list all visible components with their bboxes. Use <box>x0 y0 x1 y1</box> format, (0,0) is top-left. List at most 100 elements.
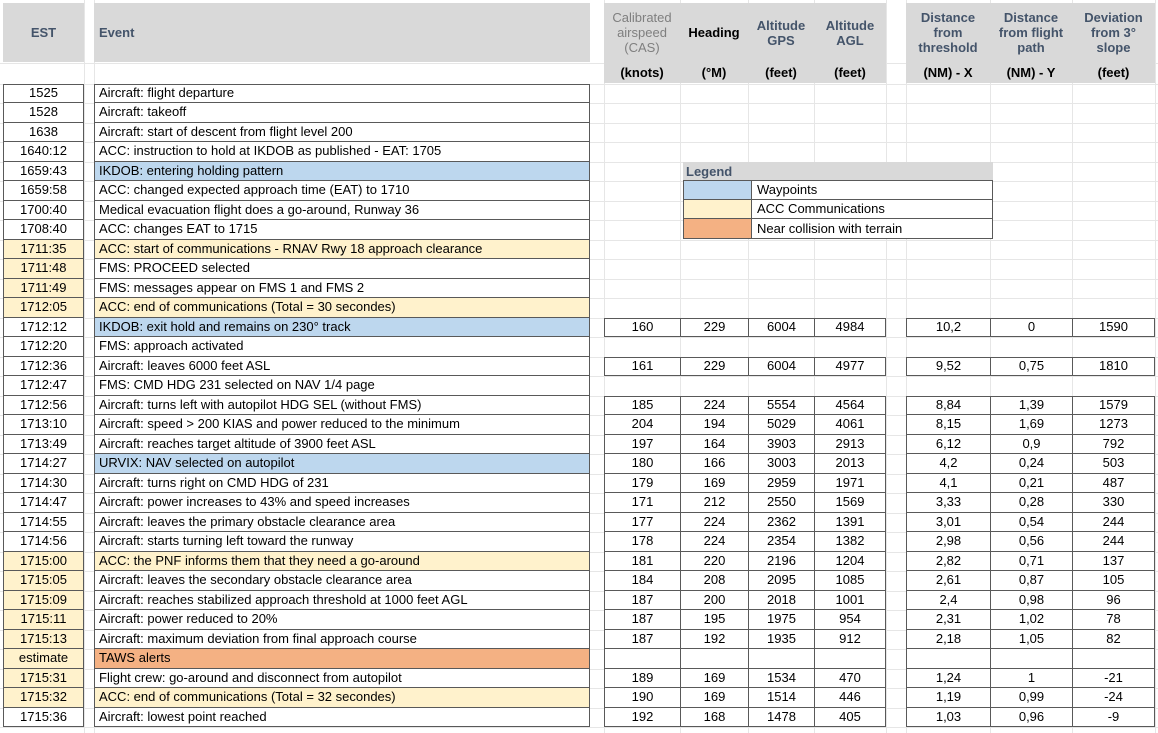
cas-cell[interactable]: 181 <box>604 551 680 571</box>
distance-flightpath-cell[interactable]: 1,05 <box>990 629 1072 649</box>
event-cell[interactable]: Aircraft: reaches target altitude of 390… <box>94 434 590 454</box>
distance-flightpath-cell[interactable]: 0,56 <box>990 532 1072 552</box>
altitude-agl-cell[interactable]: 1971 <box>814 473 886 493</box>
cas-cell[interactable]: 204 <box>604 415 680 435</box>
distance-flightpath-cell[interactable]: 0,71 <box>990 551 1072 571</box>
deviation-slope-cell[interactable]: 487 <box>1072 473 1155 493</box>
distance-threshold-cell[interactable]: 2,98 <box>906 532 990 552</box>
heading-cell[interactable]: 169 <box>680 668 748 688</box>
distance-flightpath-cell[interactable]: 0,9 <box>990 434 1072 454</box>
distance-threshold-unit-label[interactable]: (NM) - X <box>923 65 973 80</box>
deviation-slope-column-header[interactable]: Deviation from 3° slope <box>1084 10 1143 55</box>
deviation-slope-cell[interactable]: 105 <box>1072 571 1155 591</box>
cas-cell[interactable]: 177 <box>604 512 680 532</box>
est-cell[interactable]: 1714:30 <box>3 473 84 493</box>
event-cell[interactable]: Aircraft: leaves 6000 feet ASL <box>94 356 590 376</box>
heading-cell[interactable]: 169 <box>680 473 748 493</box>
distance-flightpath-cell[interactable]: 0,98 <box>990 590 1072 610</box>
est-cell[interactable]: 1712:05 <box>3 298 84 318</box>
distance-threshold-cell[interactable]: 3,01 <box>906 512 990 532</box>
event-cell[interactable]: Aircraft: speed > 200 KIAS and power red… <box>94 415 590 435</box>
est-cell[interactable]: 1715:09 <box>3 590 84 610</box>
event-cell[interactable]: ACC: the PNF informs them that they need… <box>94 551 590 571</box>
deviation-slope-cell[interactable]: 244 <box>1072 532 1155 552</box>
heading-cell[interactable]: 166 <box>680 454 748 474</box>
event-cell[interactable]: ACC: instruction to hold at IKDOB as pub… <box>94 142 590 162</box>
est-cell[interactable]: 1714:55 <box>3 512 84 532</box>
deviation-slope-cell[interactable]: 1579 <box>1072 395 1155 415</box>
est-cell[interactable]: 1711:49 <box>3 278 84 298</box>
event-cell[interactable]: TAWS alerts <box>94 649 590 669</box>
altitude-gps-unit-label[interactable]: (feet) <box>765 65 797 80</box>
est-cell[interactable]: 1712:36 <box>3 356 84 376</box>
heading-cell[interactable]: 164 <box>680 434 748 454</box>
cas-cell[interactable]: 197 <box>604 434 680 454</box>
est-cell[interactable]: 1638 <box>3 122 84 142</box>
event-cell[interactable]: Aircraft: leaves the secondary obstacle … <box>94 571 590 591</box>
event-cell[interactable]: FMS: CMD HDG 231 selected on NAV 1/4 pag… <box>94 376 590 396</box>
cas-cell[interactable]: 189 <box>604 668 680 688</box>
distance-threshold-cell[interactable]: 2,82 <box>906 551 990 571</box>
cas-cell[interactable]: 185 <box>604 395 680 415</box>
event-cell[interactable]: Aircraft: leaves the primary obstacle cl… <box>94 512 590 532</box>
event-cell[interactable]: Aircraft: takeoff <box>94 103 590 123</box>
altitude-gps-cell[interactable]: 5554 <box>748 395 814 415</box>
event-cell[interactable]: Flight crew: go-around and disconnect fr… <box>94 668 590 688</box>
altitude-gps-cell[interactable] <box>748 649 814 669</box>
deviation-slope-cell[interactable]: 1590 <box>1072 317 1155 337</box>
altitude-gps-cell[interactable]: 3903 <box>748 434 814 454</box>
est-cell[interactable]: 1712:12 <box>3 317 84 337</box>
est-cell[interactable]: 1659:43 <box>3 161 84 181</box>
heading-cell[interactable]: 229 <box>680 317 748 337</box>
est-cell[interactable]: 1711:35 <box>3 239 84 259</box>
altitude-agl-cell[interactable]: 4564 <box>814 395 886 415</box>
distance-threshold-cell[interactable]: 6,12 <box>906 434 990 454</box>
event-cell[interactable]: ACC: changed expected approach time (EAT… <box>94 181 590 201</box>
est-cell[interactable]: 1712:20 <box>3 337 84 357</box>
deviation-slope-cell[interactable]: 82 <box>1072 629 1155 649</box>
event-cell[interactable]: IKDOB: entering holding pattern <box>94 161 590 181</box>
deviation-slope-cell[interactable]: -9 <box>1072 707 1155 727</box>
distance-flightpath-cell[interactable]: 1,02 <box>990 610 1072 630</box>
distance-flightpath-cell[interactable]: 0,21 <box>990 473 1072 493</box>
altitude-agl-cell[interactable]: 4061 <box>814 415 886 435</box>
heading-cell[interactable]: 220 <box>680 551 748 571</box>
distance-threshold-cell[interactable]: 2,4 <box>906 590 990 610</box>
altitude-agl-cell[interactable]: 1391 <box>814 512 886 532</box>
legend-swatch-waypoint[interactable] <box>683 180 752 200</box>
event-cell[interactable]: ACC: changes EAT to 1715 <box>94 220 590 240</box>
deviation-slope-unit-label[interactable]: (feet) <box>1097 65 1130 80</box>
deviation-slope-cell[interactable] <box>1072 649 1155 669</box>
altitude-agl-unit-label[interactable]: (feet) <box>834 65 866 80</box>
event-cell[interactable]: ACC: end of communications (Total = 30 s… <box>94 298 590 318</box>
deviation-slope-cell[interactable]: 503 <box>1072 454 1155 474</box>
distance-flightpath-cell[interactable]: 0,75 <box>990 356 1072 376</box>
est-cell[interactable]: 1525 <box>3 83 84 103</box>
event-cell[interactable]: Aircraft: lowest point reached <box>94 707 590 727</box>
altitude-gps-cell[interactable]: 1514 <box>748 688 814 708</box>
event-cell[interactable]: FMS: approach activated <box>94 337 590 357</box>
est-cell[interactable]: 1715:32 <box>3 688 84 708</box>
est-cell[interactable]: 1712:47 <box>3 376 84 396</box>
est-column-header[interactable]: EST <box>30 25 57 40</box>
distance-threshold-cell[interactable]: 2,18 <box>906 629 990 649</box>
est-cell[interactable]: 1715:36 <box>3 707 84 727</box>
event-cell[interactable]: ACC: end of communications (Total = 32 s… <box>94 688 590 708</box>
distance-threshold-cell[interactable]: 3,33 <box>906 493 990 513</box>
est-cell[interactable]: 1715:13 <box>3 629 84 649</box>
heading-cell[interactable]: 212 <box>680 493 748 513</box>
cas-cell[interactable]: 161 <box>604 356 680 376</box>
altitude-agl-cell[interactable]: 4977 <box>814 356 886 376</box>
heading-cell[interactable]: 224 <box>680 395 748 415</box>
distance-threshold-cell[interactable]: 10,2 <box>906 317 990 337</box>
altitude-agl-cell[interactable]: 470 <box>814 668 886 688</box>
deviation-slope-cell[interactable]: 1810 <box>1072 356 1155 376</box>
legend-label-acc[interactable]: ACC Communications <box>752 199 993 219</box>
legend-swatch-terrain[interactable] <box>683 219 752 239</box>
est-cell[interactable]: estimate <box>3 649 84 669</box>
altitude-gps-cell[interactable]: 3003 <box>748 454 814 474</box>
altitude-gps-cell[interactable]: 2354 <box>748 532 814 552</box>
deviation-slope-cell[interactable]: 96 <box>1072 590 1155 610</box>
distance-flightpath-cell[interactable]: 0,28 <box>990 493 1072 513</box>
event-cell[interactable]: URVIX: NAV selected on autopilot <box>94 454 590 474</box>
